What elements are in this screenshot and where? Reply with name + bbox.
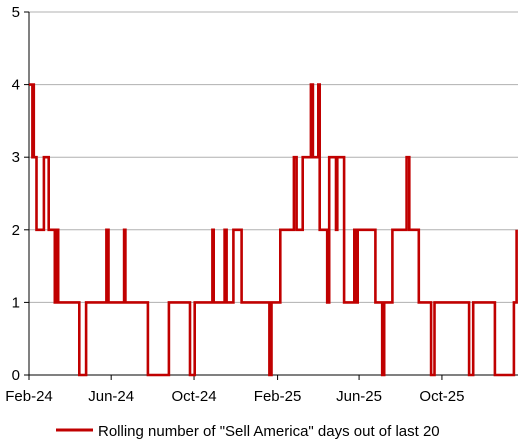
x-tick-label: Jun-24 — [88, 388, 134, 405]
legend: Rolling number of "Sell America" days ou… — [56, 423, 440, 440]
axes — [24, 11, 518, 380]
series-lines — [29, 83, 518, 377]
y-tick-labels: 0 1 2 3 4 5 — [12, 4, 20, 384]
x-tick-label: Feb-25 — [254, 388, 302, 405]
series-line-0 — [29, 83, 518, 377]
x-tick-label: Oct-24 — [172, 388, 217, 405]
x-tick-label: Feb-24 — [5, 388, 53, 405]
x-tick-label: Oct-25 — [419, 388, 464, 405]
legend-label: Rolling number of "Sell America" days ou… — [98, 423, 440, 440]
x-tick-labels: Feb-24 Jun-24 Oct-24 Feb-25 Jun-25 Oct-25 — [5, 388, 464, 405]
y-tick-label: 0 — [12, 367, 20, 384]
y-tick-label: 1 — [12, 294, 20, 311]
y-tick-label: 5 — [12, 4, 20, 21]
y-tick-label: 2 — [12, 222, 20, 239]
y-tick-label: 4 — [12, 77, 20, 94]
y-tick-label: 3 — [12, 149, 20, 166]
x-tick-label: Jun-25 — [336, 388, 382, 405]
gridlines — [29, 11, 518, 303]
